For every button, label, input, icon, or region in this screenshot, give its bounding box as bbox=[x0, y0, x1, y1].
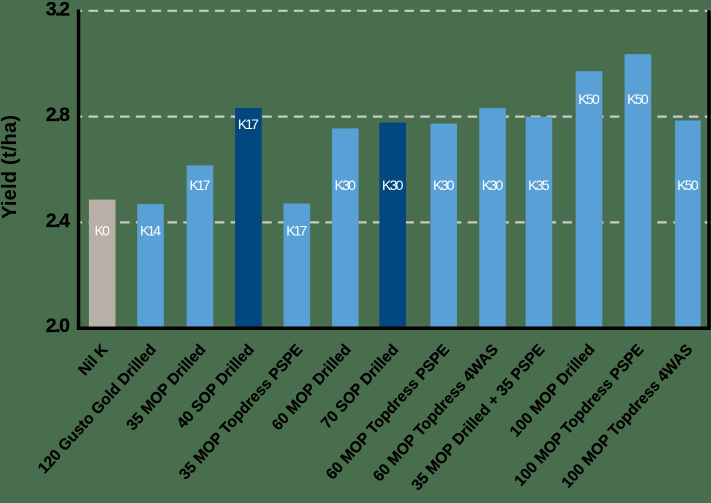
svg-text:K17: K17 bbox=[189, 177, 210, 193]
svg-text:3.2: 3.2 bbox=[46, 0, 70, 20]
svg-text:K50: K50 bbox=[677, 177, 699, 193]
svg-text:K30: K30 bbox=[334, 177, 356, 193]
svg-text:K30: K30 bbox=[482, 177, 504, 193]
svg-text:K30: K30 bbox=[433, 177, 455, 193]
svg-text:Yield (t/ha): Yield (t/ha) bbox=[0, 115, 21, 219]
svg-text:K14: K14 bbox=[140, 223, 161, 239]
svg-text:K30: K30 bbox=[382, 177, 404, 193]
svg-text:K50: K50 bbox=[627, 91, 649, 107]
svg-text:K0: K0 bbox=[94, 223, 110, 239]
svg-text:100 MOP Drilled: 100 MOP Drilled bbox=[507, 341, 599, 440]
svg-text:2.0: 2.0 bbox=[46, 315, 70, 337]
svg-text:K35: K35 bbox=[528, 177, 550, 193]
svg-text:Nil K: Nil K bbox=[75, 341, 112, 379]
svg-text:2.4: 2.4 bbox=[46, 210, 70, 232]
svg-text:K50: K50 bbox=[578, 91, 600, 107]
svg-text:2.8: 2.8 bbox=[46, 104, 70, 126]
svg-text:K17: K17 bbox=[286, 223, 307, 239]
svg-text:K17: K17 bbox=[238, 116, 259, 132]
